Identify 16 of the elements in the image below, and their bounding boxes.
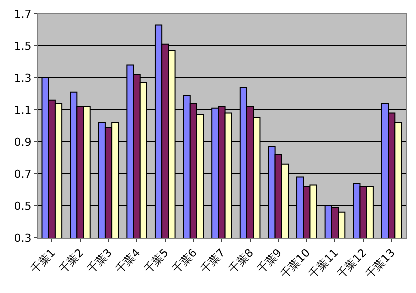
x-tick-label: 千葉4 (113, 246, 144, 276)
x-tick-label: 千葉2 (56, 246, 86, 276)
x-tick-label: 千葉5 (142, 246, 172, 276)
y-tick-label: 1.5 (14, 40, 32, 53)
x-tick-label: 千葉3 (85, 246, 115, 276)
x-tick-label: 千葉7 (198, 246, 228, 276)
y-tick-label: 1.7 (14, 8, 32, 21)
y-tick-label: 0.3 (14, 232, 32, 245)
y-tick-label: 1.1 (14, 104, 32, 117)
y-tick-label: 0.9 (14, 136, 32, 149)
x-tick-label: 千葉6 (170, 246, 200, 276)
x-tick-label: 千葉8 (226, 246, 256, 276)
y-tick-label: 0.7 (14, 168, 32, 181)
y-tick-label: 1.3 (14, 72, 32, 85)
x-tick-label: 千葉1 (28, 246, 58, 276)
y-tick-label: 0.5 (14, 200, 32, 213)
